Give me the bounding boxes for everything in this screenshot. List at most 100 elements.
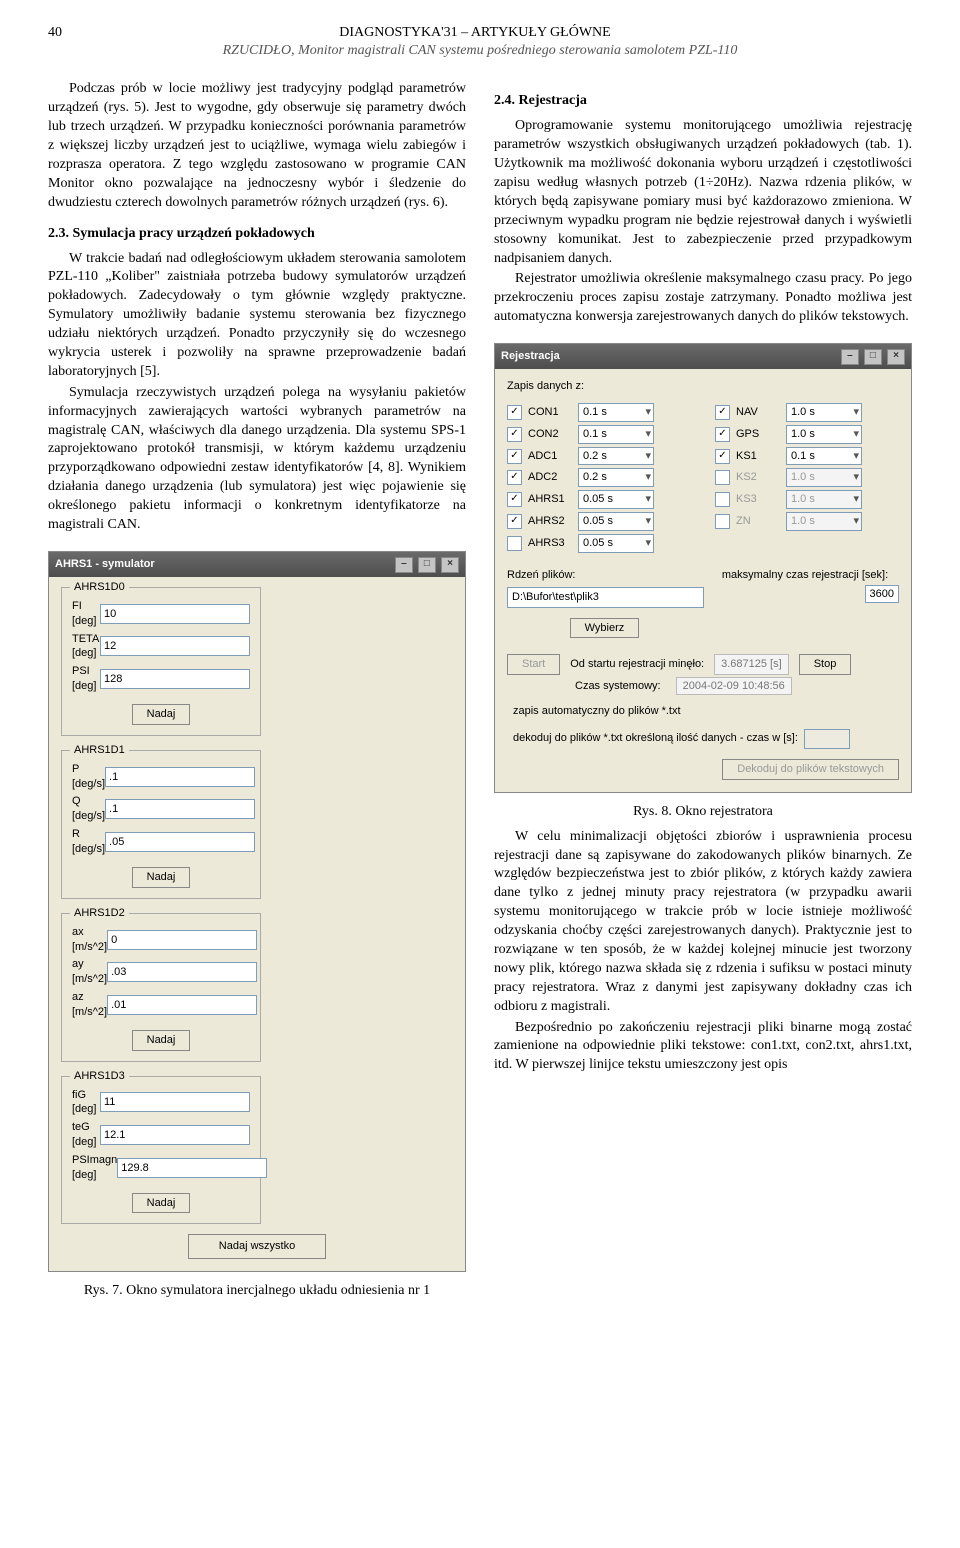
reg-checkbox[interactable] [715, 492, 730, 507]
reg-interval-select[interactable]: 0.05 s [578, 512, 654, 531]
ahrs-group: AHRS1D0FI [deg]TETA [deg]PSI [deg]Nadaj [61, 587, 261, 736]
minimize-icon[interactable]: – [841, 349, 859, 365]
para: Bezpośrednio po zakończeniu rejestracji … [494, 1019, 912, 1076]
ahrs-window: AHRS1 - symulator – □ × AHRS1D0 FI [deg] T… [48, 551, 466, 1272]
dekoduj-button[interactable]: Dekoduj do plików tekstowych [722, 759, 899, 780]
reg-item-label: KS3 [736, 492, 780, 507]
path-input[interactable]: D:\Bufor\test\plik3 [507, 587, 704, 608]
field-label: teG [deg] [72, 1120, 100, 1150]
nadaj-button[interactable]: Nadaj [132, 1193, 191, 1214]
reg-item-label: KS1 [736, 449, 780, 464]
field-input[interactable] [107, 962, 257, 982]
reg-item-label: AHRS2 [528, 514, 572, 529]
reg-checkbox[interactable] [507, 470, 522, 485]
group-label: AHRS1D0 [70, 580, 129, 595]
reg-interval-select[interactable]: 0.05 s [578, 534, 654, 553]
reg-checkbox[interactable] [507, 405, 522, 420]
close-icon[interactable]: × [887, 349, 905, 365]
field-label: TETA [deg] [72, 632, 100, 662]
field-input[interactable] [105, 832, 255, 852]
reg-row: CON20.1 s [507, 425, 691, 444]
field-label: P [deg/s] [72, 762, 105, 792]
field-input[interactable] [117, 1158, 267, 1178]
field-input[interactable] [107, 995, 257, 1015]
reg-checkbox[interactable] [715, 449, 730, 464]
reg-row: AHRS10.05 s [507, 490, 691, 509]
right-column: 2.4. Rejestracja Oprogramowanie systemu … [494, 80, 912, 1307]
field-input[interactable] [100, 1092, 250, 1112]
field-row: ax [m/s^2] [72, 925, 250, 955]
close-icon[interactable]: × [441, 557, 459, 573]
reg-interval-select[interactable]: 0.2 s [578, 468, 654, 487]
dekoduj-value[interactable] [804, 729, 850, 749]
field-input[interactable] [105, 799, 255, 819]
page-header: 40 DIAGNOSTYKA'31 – ARTYKUŁY GŁÓWNE RZUC… [48, 24, 912, 60]
field-input[interactable] [100, 669, 250, 689]
reg-checkbox[interactable] [507, 492, 522, 507]
reg-checkbox[interactable] [715, 427, 730, 442]
reg-interval-select[interactable]: 0.1 s [578, 425, 654, 444]
window-controls: – □ × [839, 348, 905, 365]
maximize-icon[interactable]: □ [418, 557, 436, 573]
field-input[interactable] [100, 1125, 250, 1145]
field-label: ax [m/s^2] [72, 925, 107, 955]
group-label: AHRS1D2 [70, 906, 129, 921]
field-row: ay [m/s^2] [72, 957, 250, 987]
para: W trakcie badań nad odległościowym układ… [48, 250, 466, 382]
czas-label: Czas systemowy: [575, 680, 661, 692]
reg-row: ADC10.2 s [507, 447, 691, 466]
field-row: Q [deg/s] [72, 794, 250, 824]
figure-8-caption: Rys. 8. Okno rejestratora [494, 803, 912, 822]
field-label: Q [deg/s] [72, 794, 105, 824]
nadaj-button[interactable]: Nadaj [132, 1030, 191, 1051]
group-label: AHRS1D1 [70, 743, 129, 758]
rejestracja-window: Rejestracja – □ × Zapis danych z: CON10.… [494, 343, 912, 793]
header-title: DIAGNOSTYKA'31 – ARTYKUŁY GŁÓWNE [62, 24, 888, 42]
reg-checkbox[interactable] [715, 470, 730, 485]
reg-row: ZN1.0 s [715, 512, 899, 531]
reg-checkbox[interactable] [507, 514, 522, 529]
czas-value: 2004-02-09 10:48:56 [676, 677, 792, 695]
stop-button[interactable]: Stop [799, 654, 852, 675]
reg-row: KS31.0 s [715, 490, 899, 509]
group-label: AHRS1D3 [70, 1069, 129, 1084]
reg-interval-select[interactable]: 0.1 s [786, 447, 862, 466]
wybierz-button[interactable]: Wybierz [570, 618, 640, 639]
start-button[interactable]: Start [507, 654, 560, 675]
field-input[interactable] [107, 930, 257, 950]
reg-checkbox[interactable] [715, 514, 730, 529]
window-title: Rejestracja [501, 349, 560, 364]
reg-interval-select[interactable]: 1.0 s [786, 425, 862, 444]
field-label: az [m/s^2] [72, 990, 107, 1020]
field-input[interactable] [100, 604, 250, 624]
maxtime-input[interactable]: 3600 [865, 585, 899, 603]
field-row: az [m/s^2] [72, 990, 250, 1020]
reg-checkbox[interactable] [507, 536, 522, 551]
field-row: P [deg/s] [72, 762, 250, 792]
minimize-icon[interactable]: – [395, 557, 413, 573]
field-row: R [deg/s] [72, 827, 250, 857]
reg-checkbox[interactable] [507, 427, 522, 442]
reg-interval-select[interactable]: 0.1 s [578, 403, 654, 422]
field-input[interactable] [100, 636, 250, 656]
field-label: FI [deg] [72, 599, 100, 629]
reg-interval-select: 1.0 s [786, 468, 862, 487]
nadaj-button[interactable]: Nadaj [132, 867, 191, 888]
dekoduj-label: dekoduj do plików *.txt określoną ilość … [513, 731, 798, 746]
window-title: AHRS1 - symulator [55, 557, 155, 572]
reg-checkbox[interactable] [715, 405, 730, 420]
reg-interval-select[interactable]: 0.05 s [578, 490, 654, 509]
reg-checkbox[interactable] [507, 449, 522, 464]
nadaj-button[interactable]: Nadaj [132, 704, 191, 725]
nadaj-wszystko-button[interactable]: Nadaj wszystko [188, 1234, 326, 1259]
field-input[interactable] [105, 767, 255, 787]
reg-interval-select[interactable]: 0.2 s [578, 447, 654, 466]
left-column: Podczas prób w locie możliwy jest tradyc… [48, 80, 466, 1307]
header-subtitle: RZUCIDŁO, Monitor magistrali CAN systemu… [48, 42, 912, 60]
page-number: 40 [48, 24, 62, 42]
reg-interval-select[interactable]: 1.0 s [786, 403, 862, 422]
maximize-icon[interactable]: □ [864, 349, 882, 365]
field-row: PSImagn [deg] [72, 1153, 250, 1183]
zapis-label: Zapis danych z: [507, 379, 899, 394]
reg-item-label: ZN [736, 514, 780, 529]
